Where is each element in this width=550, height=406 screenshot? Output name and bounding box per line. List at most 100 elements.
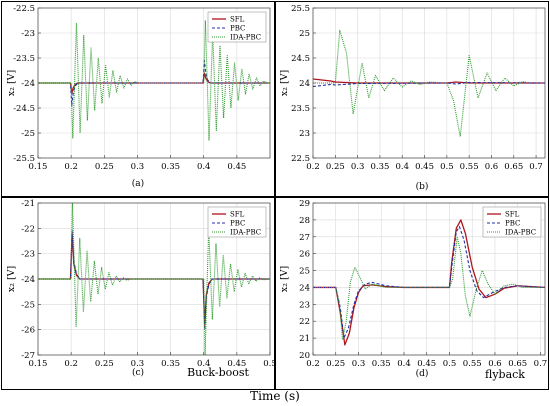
y-tick-label: -24	[21, 275, 35, 285]
y-tick-label: 22.5	[291, 154, 310, 164]
panel-border-d	[275, 197, 549, 390]
y-tick-label: 26	[299, 250, 310, 260]
y-tick-label: -23	[21, 250, 35, 260]
x-tick-label: 0.35	[370, 162, 389, 172]
axes-frame	[312, 202, 546, 356]
y-tick-label: 21	[299, 334, 310, 344]
x-tick-label: 0.25	[326, 162, 345, 172]
x-tick-label: 0.45	[227, 359, 246, 369]
x-tick-label: 0.4	[197, 359, 211, 369]
x-tick-label: 0.25	[326, 359, 345, 369]
legend-box	[482, 206, 542, 238]
y-tick-label: -27	[21, 351, 35, 361]
x-tick-label: 0.7	[529, 162, 543, 172]
y-tick-label: 25	[299, 29, 310, 39]
y-tick-label: -25	[21, 129, 35, 139]
x-axis-title: Time (s)	[250, 389, 300, 403]
y-axis-label: x₂ [V]	[6, 266, 17, 292]
y-tick-label: -21	[21, 199, 35, 209]
x-tick-label: 0.55	[463, 359, 482, 369]
legend-label-ida-pbc: IDA-PBC	[230, 34, 261, 42]
panel-a: 0.15 0.2 0.25 0.3 0.35 0.4 0.45 -25.5 -25 -24.5 -2…	[6, 4, 271, 189]
x-tick-label: 0.15	[29, 359, 48, 369]
legend-label-sfl: SFL	[505, 211, 520, 219]
x-tick-label: 0.5	[443, 359, 457, 369]
x-tick-label: 0.6	[488, 359, 502, 369]
y-axis-label: x₂ [V]	[279, 266, 290, 292]
y-axis-label: x₂ [V]	[279, 70, 290, 96]
series-line-pbc	[38, 59, 270, 107]
series-group	[38, 19, 270, 142]
y-tick-label: -23	[21, 29, 35, 39]
axes-frame	[37, 7, 271, 159]
legend-label-ida-pbc: IDA-PBC	[505, 229, 536, 237]
series-line-ida-pbc	[313, 29, 545, 138]
series-group	[313, 29, 545, 138]
series-line-ida-pbc	[38, 19, 270, 142]
legend-label-pbc: PBC	[505, 220, 520, 228]
y-tick-label: 23	[299, 300, 310, 310]
panel-note: Buck-boost	[187, 366, 249, 379]
panel-c: 0.15 0.2 0.25 0.3 0.35 0.4 0.45 0.5 -27 -26 -25 -24…	[6, 199, 277, 379]
x-tick-label: 0.4	[197, 162, 211, 172]
panel-b: 0.2 0.25 0.3 0.35 0.4 0.45 0.5 0.55 0.6 0.65 0.7 22…	[279, 4, 546, 192]
x-tick-label: 0.2	[64, 162, 78, 172]
y-tick-label: -25	[21, 300, 35, 310]
legend-label-sfl: SFL	[230, 211, 245, 219]
panel-border-a	[1, 1, 275, 197]
series-line-sfl	[313, 78, 545, 84]
x-tick-label: 0.2	[306, 359, 320, 369]
legend-label-ida-pbc: IDA-PBC	[230, 229, 261, 237]
x-tick-label: 0.35	[161, 162, 180, 172]
x-tick-label: 0.35	[372, 359, 391, 369]
legend-label-pbc: PBC	[230, 220, 245, 228]
series-line-pbc	[38, 230, 270, 331]
x-tick-label: 0.6	[485, 162, 499, 172]
y-axis-label: x₂ [V]	[6, 70, 17, 96]
y-tick-label: -24.5	[13, 104, 35, 114]
x-tick-label: 0.4	[397, 359, 411, 369]
panel-note: flyback	[485, 368, 525, 381]
y-tick-label: -26	[21, 326, 35, 336]
panel-d: 0.2 0.25 0.3 0.35 0.4 0.45 0.5 0.55 0.6 0.65 0.7 20…	[279, 199, 547, 381]
series-group	[38, 203, 270, 355]
series-group	[313, 219, 545, 346]
panel-border-c	[1, 197, 275, 390]
legend-box	[207, 206, 267, 238]
x-tick-label: 0.45	[227, 162, 246, 172]
panel-border-b	[275, 1, 549, 197]
legend-label-sfl: SFL	[230, 16, 245, 24]
y-tick-label: -25.5	[13, 154, 35, 164]
panel-label: (a)	[132, 178, 144, 189]
y-tick-label: 23.5	[291, 104, 310, 114]
x-tick-label: 0.5	[440, 162, 454, 172]
panel-label: (b)	[416, 181, 429, 192]
x-tick-label: 0.35	[161, 359, 180, 369]
legend-label-pbc: PBC	[230, 25, 245, 33]
axes-frame	[37, 202, 271, 356]
y-tick-label: 25	[299, 267, 310, 277]
series-line-ida-pbc	[313, 236, 545, 341]
x-tick-label: 0.25	[95, 359, 114, 369]
panel-label: (c)	[132, 367, 144, 378]
y-tick-label: 25.5	[291, 4, 310, 14]
x-tick-label: 0.45	[415, 162, 434, 172]
legend-box	[207, 11, 267, 43]
y-tick-label: 22	[299, 317, 310, 327]
x-tick-label: 0.7	[534, 359, 548, 369]
x-tick-label: 0.2	[64, 359, 78, 369]
series-line-pbc	[313, 226, 545, 339]
y-tick-label: 24	[299, 79, 310, 89]
x-tick-label: 0.15	[29, 162, 48, 172]
y-tick-label: 27	[299, 233, 310, 243]
series-line-ida-pbc	[38, 203, 270, 355]
y-tick-label: -24	[21, 79, 35, 89]
x-tick-label: 0.3	[352, 359, 366, 369]
panel-label: (d)	[416, 368, 429, 379]
y-tick-label: -22	[21, 224, 35, 234]
y-tick-label: 24	[299, 283, 310, 293]
axes-frame	[312, 7, 546, 159]
x-tick-label: 0.3	[131, 162, 145, 172]
